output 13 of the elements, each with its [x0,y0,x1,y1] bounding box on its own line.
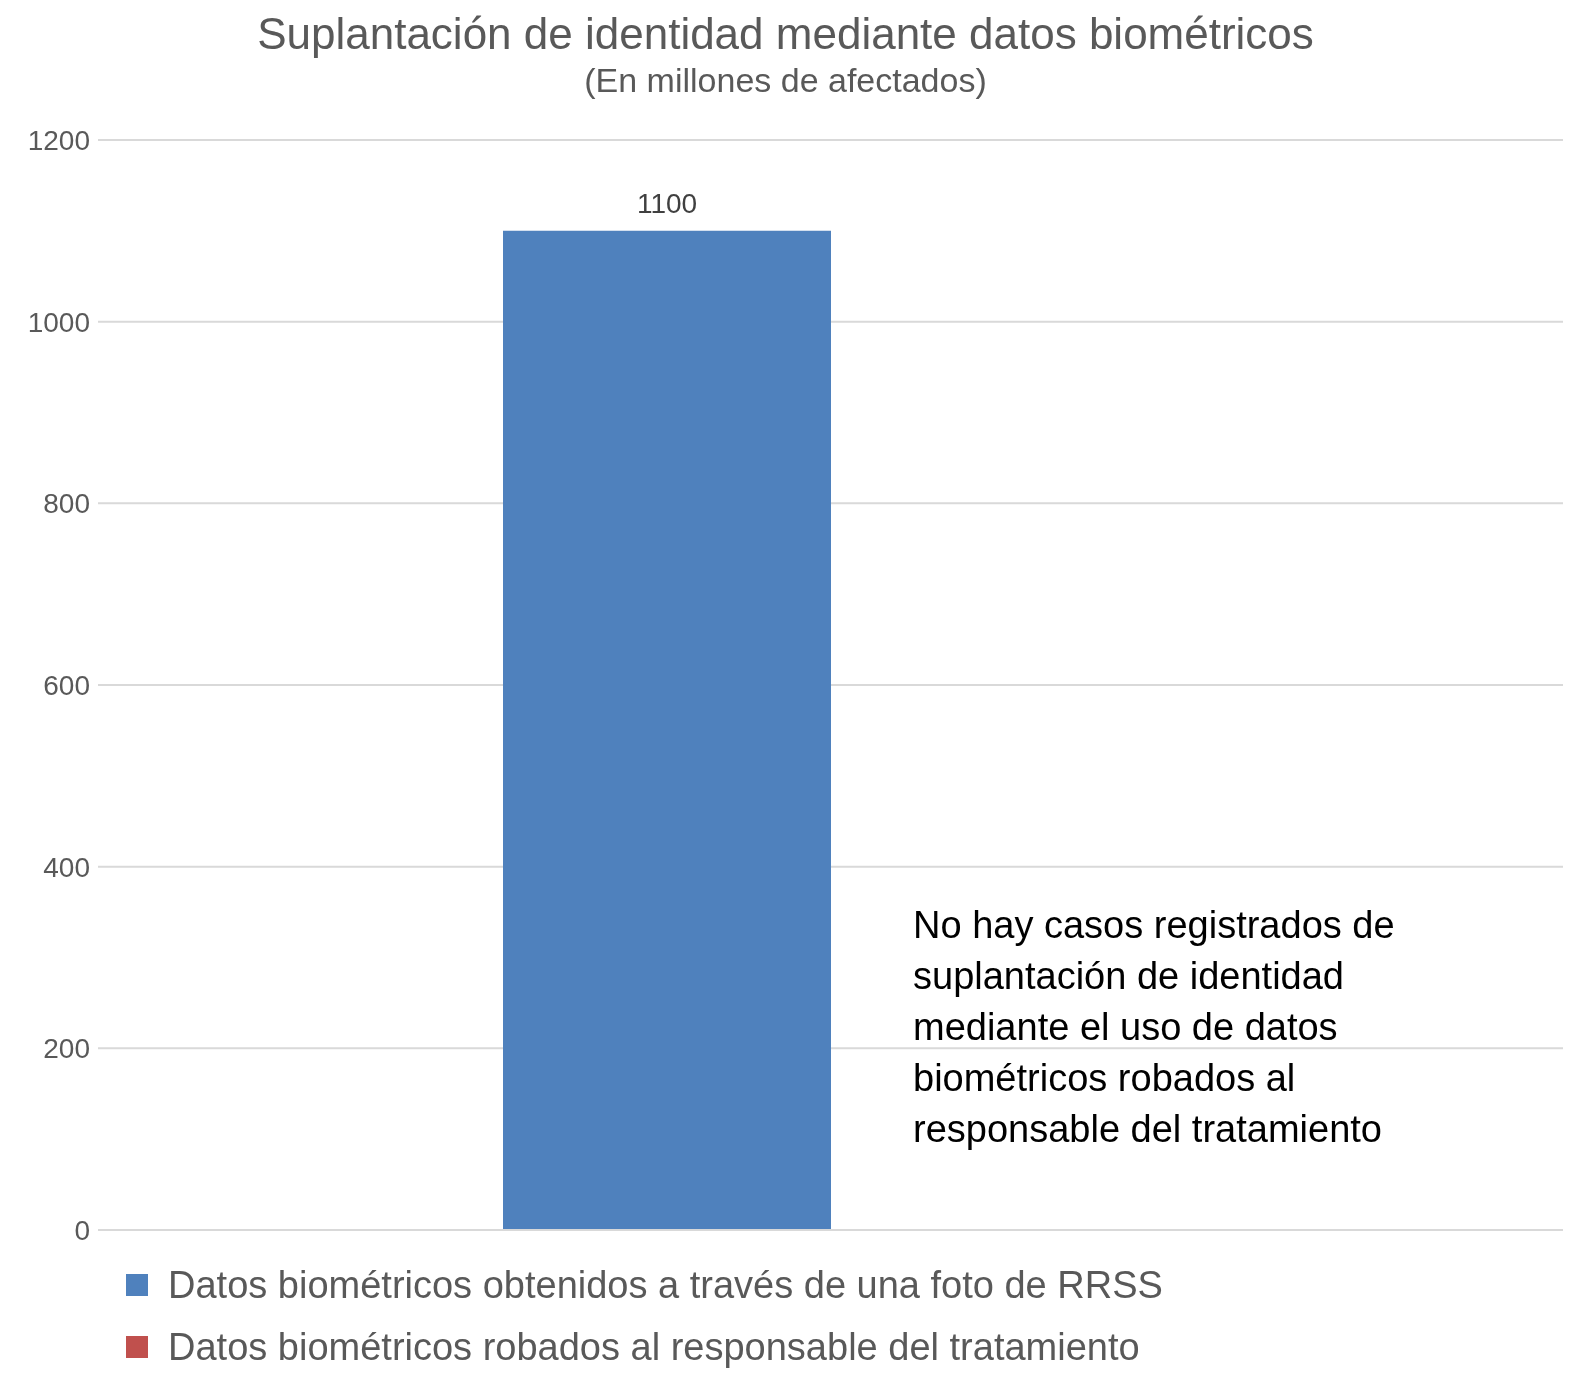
data-label: 1100 [636,187,698,219]
y-tick-label: 0 [74,1214,90,1246]
y-tick-label: 200 [43,1033,90,1065]
y-tick-label: 400 [43,851,90,883]
legend-label: Datos biométricos robados al responsable del tratamiento [168,1325,1140,1369]
y-tick-label: 800 [43,488,90,520]
annotation: No hay casos registrados de suplantación de identidad mediante el uso de datos biométricos robados al responsable del tratamiento [913,903,1396,1152]
y-tick-label: 600 [43,669,90,701]
y-tick-label: 1000 [27,306,90,338]
legend-label: Datos biométricos obtenidos a través de una foto de RRSS [168,1263,1163,1307]
chart-subtitle: (En millones de afectados) [583,60,988,100]
y-tick-label: 1200 [27,124,90,156]
chart-title: Suplantación de identidad mediante datos biométricos [256,8,1315,60]
